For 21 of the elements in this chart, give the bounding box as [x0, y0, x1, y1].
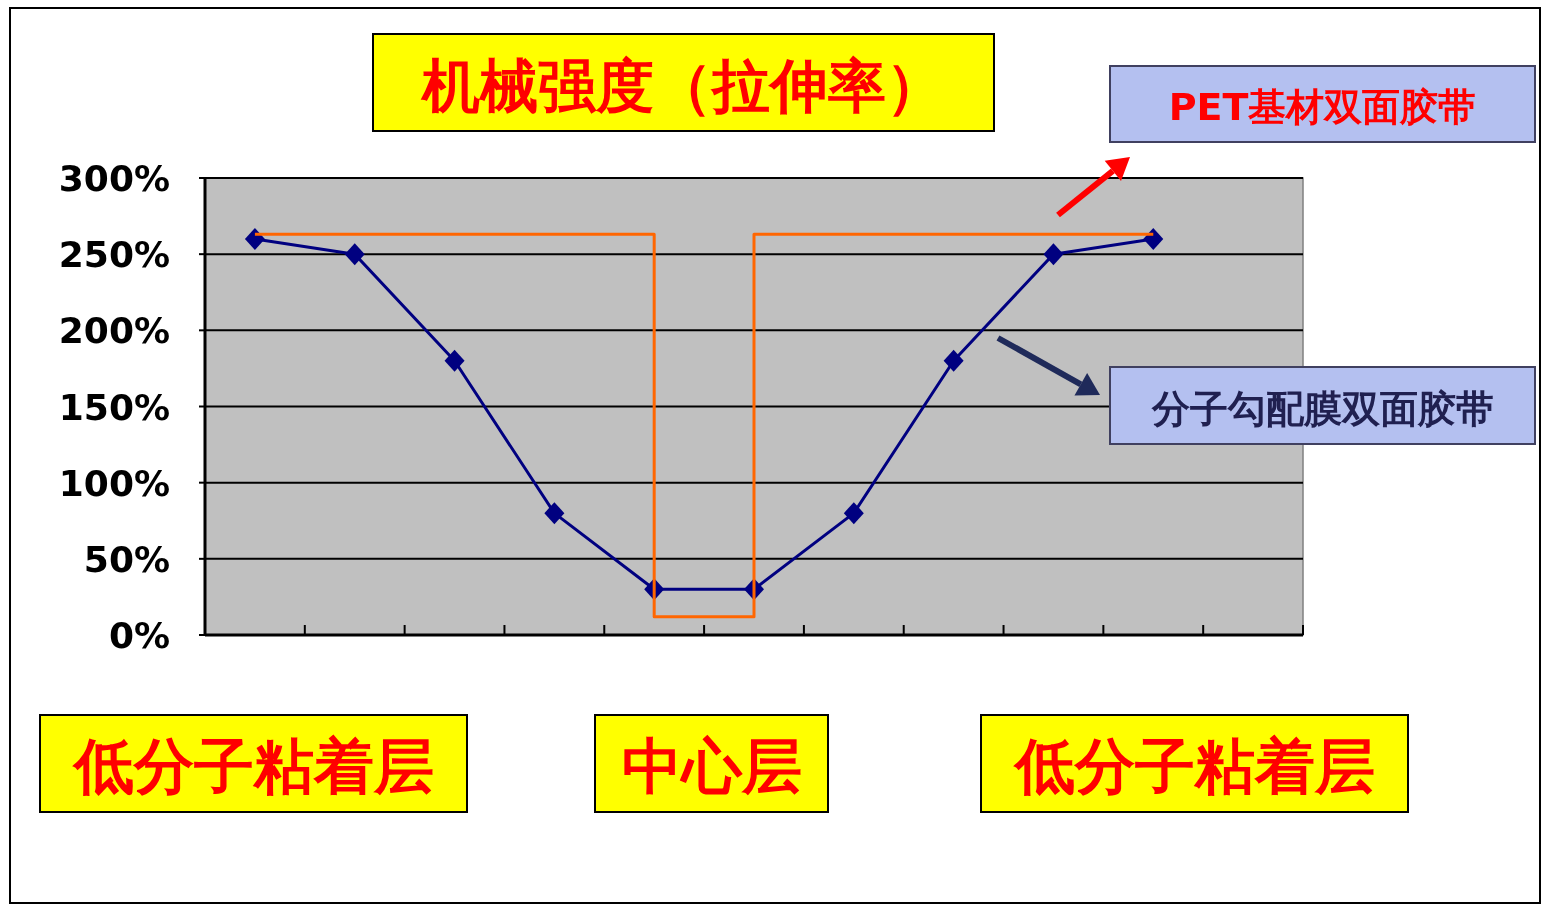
text: 分子勾配膜双面胶带 — [1150, 386, 1494, 431]
chart-title: 机械强度（拉伸率） — [420, 52, 944, 120]
text: PET基材双面胶带 — [1168, 85, 1477, 129]
y-tick-label: 300% — [58, 158, 170, 199]
y-tick-label: 200% — [58, 310, 170, 352]
point — [344, 243, 365, 266]
y-tick-label: 0% — [108, 615, 170, 656]
text: 中心层 — [621, 731, 802, 801]
y-tick-label: 250% — [58, 234, 170, 276]
point — [843, 502, 864, 525]
point — [244, 227, 265, 250]
text: 低分子粘着层 — [1012, 731, 1375, 801]
point — [444, 349, 465, 372]
y-tick-label: 150% — [58, 386, 170, 428]
point — [544, 502, 565, 525]
point — [1043, 243, 1064, 266]
point — [943, 349, 964, 372]
point — [1143, 227, 1164, 250]
text: 低分子粘着层 — [71, 731, 434, 801]
y-tick-label: 50% — [83, 538, 170, 580]
y-tick-label: 100% — [58, 462, 170, 504]
